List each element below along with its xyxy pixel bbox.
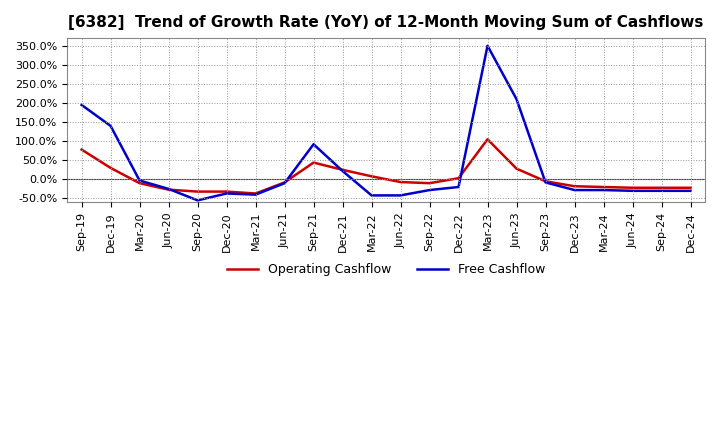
Operating Cashflow [338,167,347,172]
Operating Cashflow [193,189,202,194]
Free Cashflow [541,180,550,185]
Free Cashflow [512,96,521,102]
Legend: Operating Cashflow, Free Cashflow: Operating Cashflow, Free Cashflow [222,258,550,282]
Operating Cashflow [222,189,231,194]
Free Cashflow [599,187,608,193]
Operating Cashflow [686,185,695,191]
Free Cashflow [338,169,347,174]
Operating Cashflow [367,174,376,179]
Operating Cashflow [251,191,260,196]
Operating Cashflow [599,184,608,190]
Operating Cashflow [164,187,173,192]
Free Cashflow [280,180,289,186]
Operating Cashflow [657,185,666,191]
Free Cashflow [135,178,144,183]
Line: Free Cashflow: Free Cashflow [81,46,690,200]
Free Cashflow [426,187,434,193]
Free Cashflow [77,102,86,107]
Free Cashflow [570,187,579,193]
Free Cashflow [367,193,376,198]
Operating Cashflow [628,185,636,191]
Free Cashflow [309,142,318,147]
Free Cashflow [222,191,231,196]
Operating Cashflow [541,179,550,184]
Title: [6382]  Trend of Growth Rate (YoY) of 12-Month Moving Sum of Cashflows: [6382] Trend of Growth Rate (YoY) of 12-… [68,15,703,30]
Operating Cashflow [512,166,521,171]
Operating Cashflow [280,180,289,185]
Free Cashflow [164,186,173,191]
Operating Cashflow [570,183,579,189]
Free Cashflow [657,188,666,194]
Operating Cashflow [107,165,115,171]
Free Cashflow [251,192,260,197]
Free Cashflow [686,188,695,194]
Free Cashflow [483,43,492,48]
Free Cashflow [107,123,115,128]
Operating Cashflow [454,176,463,181]
Free Cashflow [193,198,202,203]
Free Cashflow [628,188,636,194]
Operating Cashflow [483,137,492,142]
Operating Cashflow [309,160,318,165]
Free Cashflow [454,184,463,190]
Operating Cashflow [426,180,434,186]
Line: Operating Cashflow: Operating Cashflow [81,139,690,194]
Operating Cashflow [396,180,405,185]
Operating Cashflow [77,147,86,152]
Free Cashflow [396,193,405,198]
Operating Cashflow [135,180,144,186]
